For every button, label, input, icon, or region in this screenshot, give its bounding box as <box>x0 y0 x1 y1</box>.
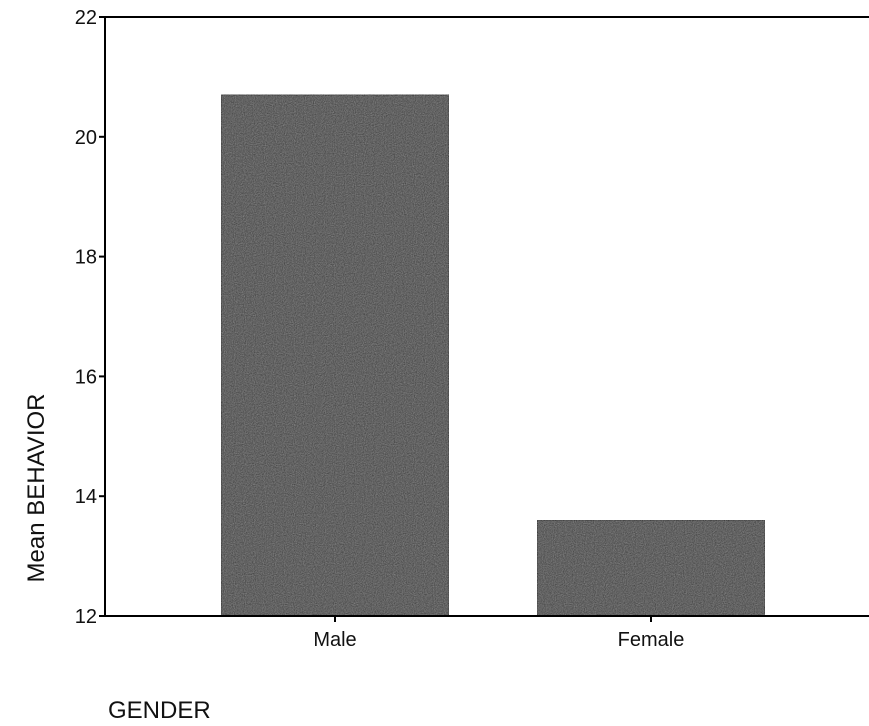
x-tick-label-female: Female <box>618 629 685 651</box>
y-axis-title: Mean BEHAVIOR <box>23 394 50 583</box>
y-tick-label-20: 20 <box>75 127 97 149</box>
x-tick-label-male: Male <box>313 629 356 651</box>
bars-layer <box>220 94 766 617</box>
bar-male <box>220 94 450 617</box>
x-axis-title: GENDER <box>108 697 211 724</box>
y-tick-label-12: 12 <box>75 606 97 628</box>
bar-female <box>536 519 766 617</box>
y-tick-label-22: 22 <box>75 7 97 29</box>
x-ticks-layer: Male Female <box>313 616 684 651</box>
y-tick-label-18: 18 <box>75 247 97 269</box>
y-tick-label-16: 16 <box>75 366 97 388</box>
y-tick-label-14: 14 <box>75 486 97 508</box>
y-ticks-layer: 12 14 16 18 20 22 <box>75 7 105 628</box>
